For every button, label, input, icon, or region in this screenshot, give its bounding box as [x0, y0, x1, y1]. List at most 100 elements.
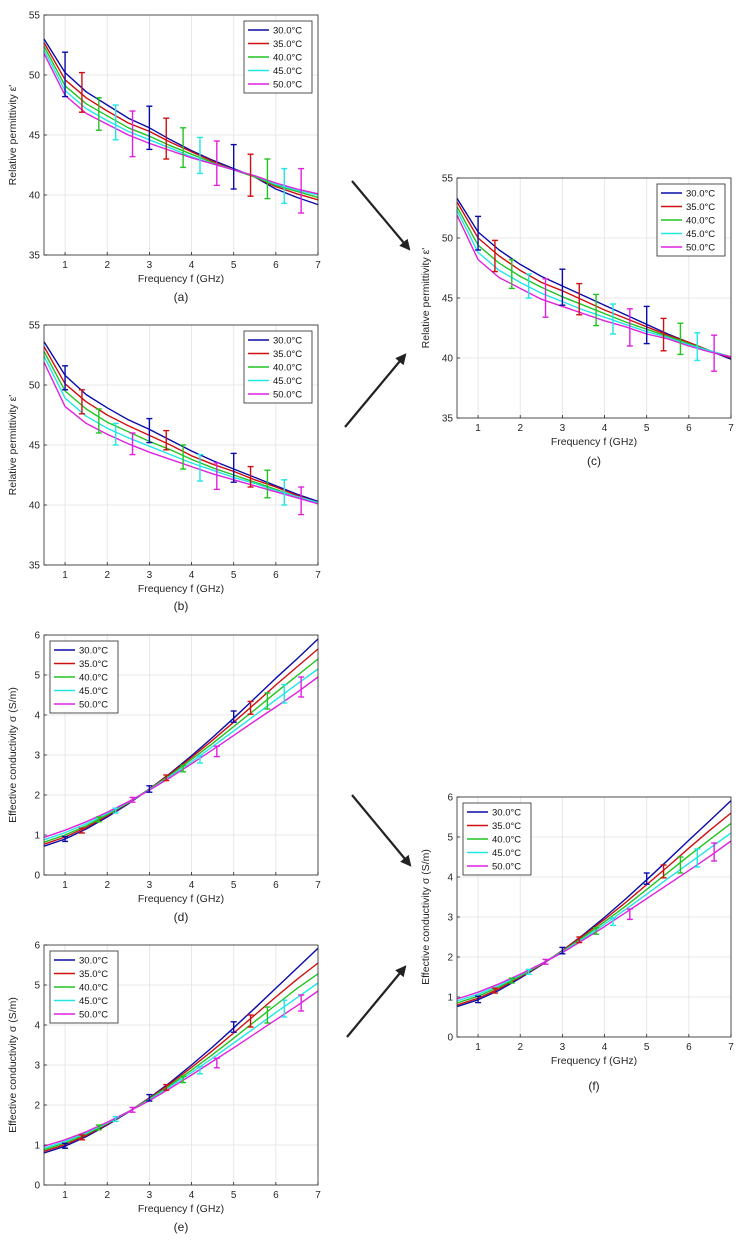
- series-line-3: [456, 822, 732, 1004]
- legend: 30.0°C 35.0°C 40.0°C 45.0°C 50.0°C: [462, 802, 532, 876]
- error-bar: [281, 683, 288, 704]
- error-bar: [475, 995, 482, 1004]
- series-line-4: [456, 832, 732, 1002]
- error-bar: [95, 1124, 102, 1131]
- panel-caption: (a): [174, 290, 189, 304]
- y-tick-label: 0: [447, 1033, 453, 1044]
- error-bar: [491, 239, 498, 273]
- error-bar: [609, 917, 616, 927]
- error-bar: [230, 710, 237, 723]
- y-tick-label: 35: [29, 251, 41, 262]
- legend-label-4: 45.0°C: [79, 686, 108, 697]
- error-bar: [112, 104, 119, 141]
- x-tick-label: 6: [273, 880, 279, 891]
- legend-label-2: 35.0°C: [79, 969, 108, 980]
- error-bar: [112, 422, 119, 446]
- error-bar: [525, 968, 532, 975]
- error-bar: [129, 796, 136, 803]
- error-bar: [677, 322, 684, 356]
- legend-label-5: 50.0°C: [273, 79, 302, 90]
- y-tick-label: 4: [34, 1021, 40, 1032]
- series-line-3: [43, 973, 319, 1151]
- y-tick-label: 45: [29, 131, 41, 142]
- error-bar: [525, 273, 532, 299]
- y-tick-label: 50: [29, 71, 41, 82]
- error-bar: [660, 864, 667, 879]
- error-bar: [576, 936, 583, 944]
- error-bar: [677, 856, 684, 874]
- error-bar: [281, 167, 288, 205]
- y-tick-label: 5: [34, 671, 40, 682]
- error-bar: [213, 1057, 220, 1069]
- series-line-2: [43, 346, 319, 504]
- series-line-5: [456, 214, 732, 358]
- error-bar: [112, 807, 119, 814]
- error-bar: [180, 764, 187, 773]
- legend-label-1: 30.0°C: [79, 645, 108, 656]
- y-tick-label: 40: [29, 501, 41, 512]
- error-bar: [264, 1006, 271, 1024]
- y-tick-label: 0: [34, 1181, 40, 1192]
- x-axis-label: Frequency f (GHz): [138, 893, 224, 905]
- error-bar: [643, 872, 650, 885]
- arrow-d-to-f: [351, 794, 412, 867]
- legend-label-2: 35.0°C: [79, 659, 108, 670]
- x-tick-label: 6: [273, 570, 279, 581]
- x-tick-label: 4: [189, 570, 195, 581]
- chart-f: 1 2 3 4 5 6 7 0 1 2 3 4 5 6 Frequency f (GHz) Effective…: [420, 793, 734, 1094]
- legend-label-1: 30.0°C: [273, 335, 302, 346]
- y-tick-label: 3: [34, 751, 40, 762]
- error-bar: [559, 946, 566, 955]
- error-bar: [694, 848, 701, 868]
- legend: 30.0°C 35.0°C 40.0°C 45.0°C 50.0°C: [243, 20, 313, 94]
- x-tick-label: 4: [602, 1042, 608, 1053]
- legend-label-4: 45.0°C: [79, 996, 108, 1007]
- x-axis-label: Frequency f (GHz): [138, 1203, 224, 1215]
- x-tick-label: 5: [231, 1190, 237, 1201]
- error-bar: [146, 105, 153, 151]
- error-bar: [298, 167, 305, 214]
- x-tick-label: 4: [189, 1190, 195, 1201]
- error-bar: [593, 293, 600, 327]
- legend-label-3: 40.0°C: [273, 52, 302, 63]
- error-bar: [542, 958, 549, 965]
- error-bar: [180, 1075, 187, 1084]
- x-tick-label: 2: [517, 1042, 523, 1053]
- y-tick-label: 55: [29, 11, 41, 22]
- series-line-3: [43, 658, 319, 843]
- y-tick-label: 0: [34, 871, 40, 882]
- y-tick-label: 5: [34, 981, 40, 992]
- error-bar: [196, 453, 203, 482]
- error-bar: [196, 136, 203, 175]
- error-bar: [508, 977, 515, 984]
- x-tick-label: 1: [62, 260, 68, 271]
- panel-caption: (f): [588, 1079, 599, 1093]
- series-line-4: [43, 49, 319, 196]
- y-tick-label: 40: [442, 354, 454, 365]
- error-bar: [95, 816, 102, 823]
- error-bar: [298, 486, 305, 516]
- series-line-2: [456, 201, 732, 359]
- error-bar: [163, 1083, 170, 1091]
- error-bar: [196, 755, 203, 764]
- x-tick-label: 3: [560, 1042, 566, 1053]
- series-line-5: [43, 53, 319, 195]
- y-axis-label: Effective conductivity σ (S/m): [7, 687, 19, 823]
- x-tick-label: 6: [686, 423, 692, 434]
- error-bar: [196, 1065, 203, 1075]
- x-axis-label: Frequency f (GHz): [551, 436, 637, 448]
- error-bar: [62, 1142, 69, 1149]
- y-tick-label: 6: [447, 793, 453, 804]
- x-tick-label: 7: [728, 1042, 734, 1053]
- y-tick-label: 55: [29, 321, 41, 332]
- error-bar: [146, 1093, 153, 1102]
- legend: 30.0°C 35.0°C 40.0°C 45.0°C 50.0°C: [49, 640, 119, 714]
- error-bar: [62, 365, 69, 391]
- y-axis-label: Effective conductivity σ (S/m): [7, 997, 19, 1133]
- legend: 30.0°C 35.0°C 40.0°C 45.0°C 50.0°C: [243, 330, 313, 404]
- x-tick-label: 1: [62, 1190, 68, 1201]
- error-bar: [230, 143, 237, 190]
- x-tick-label: 2: [517, 423, 523, 434]
- error-bar: [247, 465, 254, 488]
